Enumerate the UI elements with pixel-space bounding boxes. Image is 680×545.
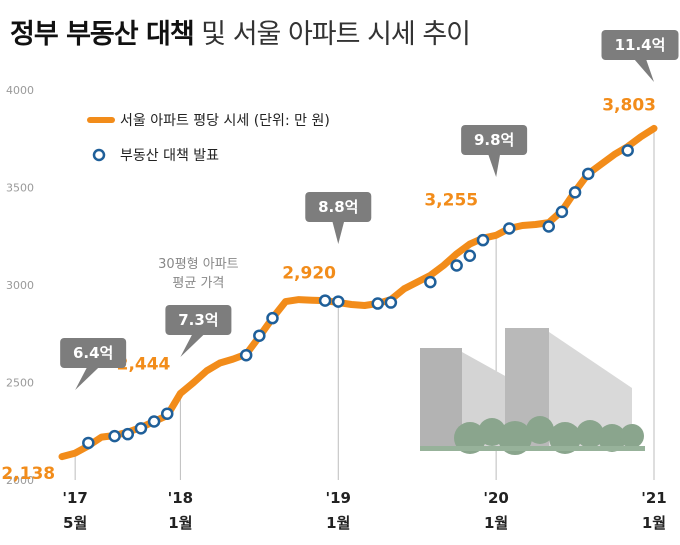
data-labels: 2,138 2,444 2,920 3,255 3,803 (1, 95, 656, 484)
callout-label: 7.3억 (178, 311, 218, 329)
callout-note: 평균 가격 (172, 276, 224, 291)
callout-pointer (180, 334, 205, 357)
announcement-marker (134, 422, 148, 435)
callout-label: 9.8억 (474, 131, 514, 149)
announcement-marker (542, 220, 556, 233)
ground (420, 446, 645, 451)
callout-pointer (75, 367, 100, 390)
y-tick-label: 3000 (6, 279, 34, 292)
legend: 서울 아파트 평당 시세 (단위: 만 원) 부동산 대책 발표 (87, 113, 330, 164)
callout-pointer (488, 154, 501, 177)
data-label: 2,920 (282, 264, 336, 284)
x-tick-month: 1월 (484, 514, 508, 532)
callout-note: 30평형 아파트 (158, 257, 239, 272)
announcement-marker (371, 297, 384, 310)
x-tick-month: 1월 (642, 514, 666, 532)
x-tick-month: 1월 (326, 514, 350, 532)
title-bold: 정부 부동산 대책 (10, 19, 195, 50)
announcement-marker (384, 296, 398, 309)
callout-label: 8.8억 (318, 198, 358, 216)
announcement-marker (121, 427, 135, 441)
apartment-illustration (420, 328, 645, 455)
x-tick-year: '19 (326, 489, 351, 507)
announcement-marker (108, 429, 121, 443)
announcement-marker (476, 233, 490, 247)
title-light: 및 서울 아파트 시세 추이 (201, 19, 471, 50)
announcement-marker (147, 415, 161, 428)
callout-label: 6.4억 (73, 344, 113, 362)
callout-label: 11.4억 (615, 36, 666, 54)
announcement-marker (424, 275, 437, 289)
y-tick-label: 4000 (6, 84, 34, 97)
legend-marker-swatch (92, 148, 106, 162)
callout-box (305, 192, 372, 222)
data-label: 3,255 (424, 190, 478, 210)
callout-box (601, 30, 679, 60)
y-axis: 2000 2500 3000 3500 4000 (6, 84, 34, 487)
callout-pointer (332, 221, 345, 244)
data-label: 2,444 (117, 354, 171, 374)
announcement-markers (82, 144, 634, 450)
callout-pointer (634, 59, 654, 82)
announcement-marker (503, 222, 516, 235)
x-tick-year: '18 (168, 489, 193, 507)
y-tick-label: 2500 (6, 377, 34, 390)
chart-title: 정부 부동산 대책 및 서울 아파트 시세 추이 (10, 10, 610, 60)
announcement-marker (82, 436, 95, 450)
callout-box (60, 338, 127, 368)
announcement-marker (555, 205, 569, 219)
x-axis: '17 5월 '18 1월 '19 1월 '20 1월 '21 1월 (62, 489, 666, 532)
x-tick-month: 5월 (63, 514, 87, 532)
y-tick-label: 3500 (6, 182, 34, 195)
announcement-marker (568, 186, 582, 199)
legend-label-announcement: 부동산 대책 발표 (120, 148, 219, 164)
announcement-marker (253, 329, 266, 342)
building-side-right (549, 332, 632, 450)
announcement-marker (318, 294, 332, 307)
announcement-marker (266, 311, 279, 325)
x-tick-year: '21 (641, 489, 666, 507)
announcement-marker (463, 249, 477, 262)
data-label: 2,138 (1, 464, 55, 484)
announcement-marker (239, 348, 253, 362)
data-label: 3,803 (602, 95, 656, 115)
x-tick-year: '20 (483, 489, 508, 507)
callout-box (461, 125, 528, 155)
series-line-price (58, 124, 658, 461)
announcement-marker (581, 167, 595, 181)
callout-box (165, 305, 232, 335)
announcement-marker (621, 144, 634, 157)
announcement-marker (332, 295, 345, 308)
x-tick-month: 1월 (168, 514, 192, 532)
announcement-marker (450, 259, 463, 272)
y-tick-label: 2000 (6, 474, 34, 487)
legend-label-price: 서울 아파트 평당 시세 (단위: 만 원) (120, 113, 330, 129)
announcement-marker (160, 407, 174, 420)
series-line-layer (58, 124, 658, 461)
x-tick-year: '17 (62, 489, 87, 507)
